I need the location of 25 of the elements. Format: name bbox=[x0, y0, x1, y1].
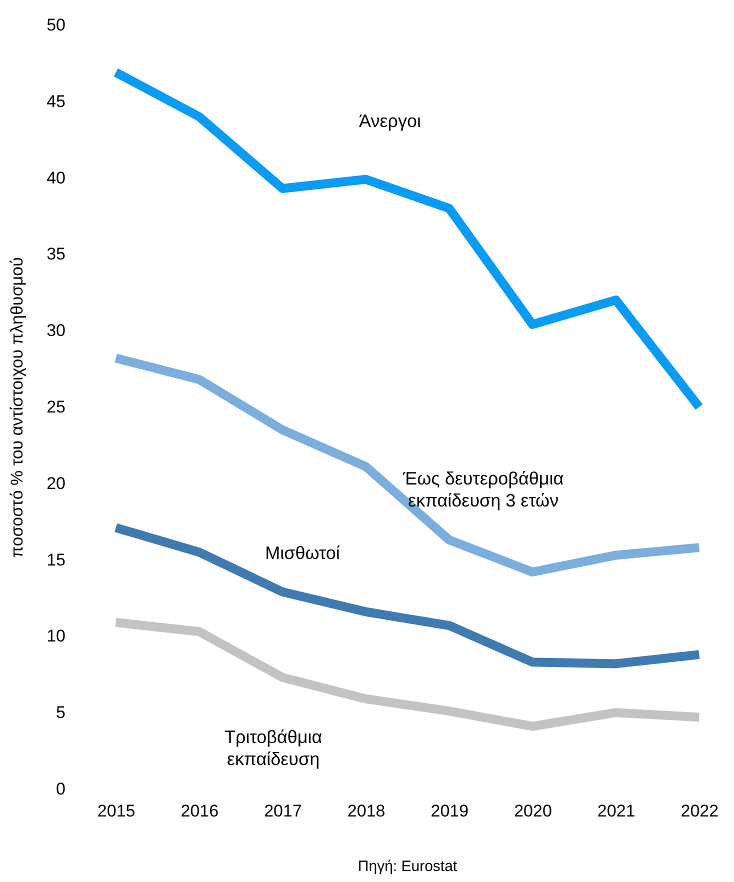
x-tick-label: 2021 bbox=[597, 802, 636, 820]
x-tick-label: 2020 bbox=[514, 802, 552, 820]
y-tick-label: 15 bbox=[46, 550, 66, 570]
y-axis-title: ποσοστό % του αντίστοιχου πληθυσμού bbox=[8, 257, 27, 558]
y-tick-label: 20 bbox=[46, 474, 66, 493]
text: Τριτοβάθμια εκπαίδευση bbox=[224, 727, 322, 770]
x-tick-label: 2015 bbox=[97, 802, 136, 820]
y-tick-label: 10 bbox=[46, 626, 66, 646]
series-label: Μισθωτοί bbox=[265, 542, 340, 563]
y-tick-label: 40 bbox=[46, 168, 66, 188]
text: Πηγή: Eurostat bbox=[358, 858, 458, 875]
x-tick-label: 2022 bbox=[680, 802, 719, 820]
x-tick-label: 2016 bbox=[180, 802, 219, 820]
y-tick-label: 35 bbox=[46, 244, 66, 264]
x-tick-label: 2019 bbox=[430, 802, 469, 820]
x-tick-label: 2018 bbox=[347, 802, 386, 820]
y-tick-label: 30 bbox=[46, 321, 66, 340]
y-tick-label: 45 bbox=[46, 92, 66, 111]
series-label: Έως δευτεροβάθμια εκπαίδευση 3 ετών bbox=[402, 468, 564, 511]
x-tick-label: 2017 bbox=[264, 802, 302, 820]
y-tick-label: 25 bbox=[46, 398, 66, 416]
y-tick-label: 5 bbox=[56, 703, 66, 722]
y-tick-label: 0 bbox=[56, 780, 66, 798]
y-tick-label: 50 bbox=[46, 16, 66, 34]
text: Άνεργοι bbox=[359, 111, 421, 132]
